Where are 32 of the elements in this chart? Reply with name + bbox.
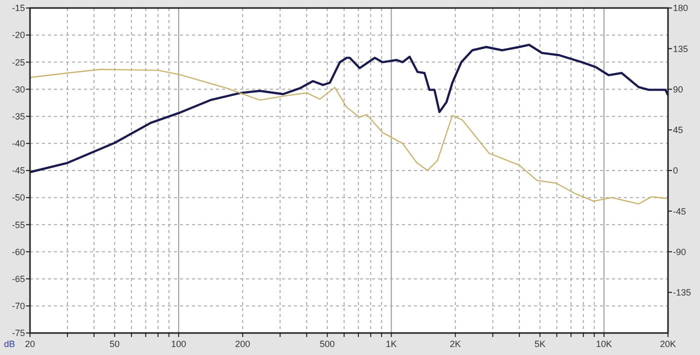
y-tick-label: -55 bbox=[12, 220, 25, 230]
y-tick-label: -25 bbox=[12, 57, 25, 68]
y2-tick-label: 90 bbox=[673, 84, 684, 94]
x-tick-label: 20 bbox=[24, 339, 36, 349]
y-tick-label: -70 bbox=[12, 301, 25, 312]
y-axis-title: dB bbox=[4, 339, 16, 349]
y-tick-label: -65 bbox=[12, 274, 25, 284]
y-tick-label: -40 bbox=[12, 138, 25, 149]
y-tick-label: -35 bbox=[12, 111, 25, 122]
y2-tick-label: -135 bbox=[673, 288, 692, 298]
x-tick-label: 500 bbox=[320, 339, 335, 349]
x-tick-label: 10K bbox=[596, 339, 612, 349]
y-tick-label: -15 bbox=[12, 3, 25, 14]
y2-tick-label: 135 bbox=[673, 44, 688, 54]
y-tick-label: -75 bbox=[12, 328, 25, 338]
x-tick-label: 2K bbox=[450, 339, 461, 349]
y2-tick-label: 0 bbox=[673, 166, 678, 176]
y-tick-label: -60 bbox=[12, 246, 25, 257]
y-tick-label: -50 bbox=[12, 192, 25, 203]
x-tick-label: 50 bbox=[110, 339, 120, 349]
x-tick-label: 100 bbox=[171, 339, 186, 349]
y2-tick-label: 180 bbox=[673, 3, 688, 14]
y-tick-label: -30 bbox=[12, 84, 25, 94]
y2-tick-label: 45 bbox=[673, 125, 684, 136]
y-tick-label: -45 bbox=[12, 166, 25, 176]
y2-tick-label: -45 bbox=[673, 206, 686, 216]
x-tick-label: 1K bbox=[386, 339, 397, 349]
x-tick-label: 5K bbox=[534, 339, 546, 349]
x-tick-label: 20K bbox=[660, 339, 676, 349]
y2-tick-label: -90 bbox=[673, 246, 686, 257]
y-tick-label: -20 bbox=[12, 30, 25, 40]
x-tick-label: 200 bbox=[235, 339, 250, 349]
